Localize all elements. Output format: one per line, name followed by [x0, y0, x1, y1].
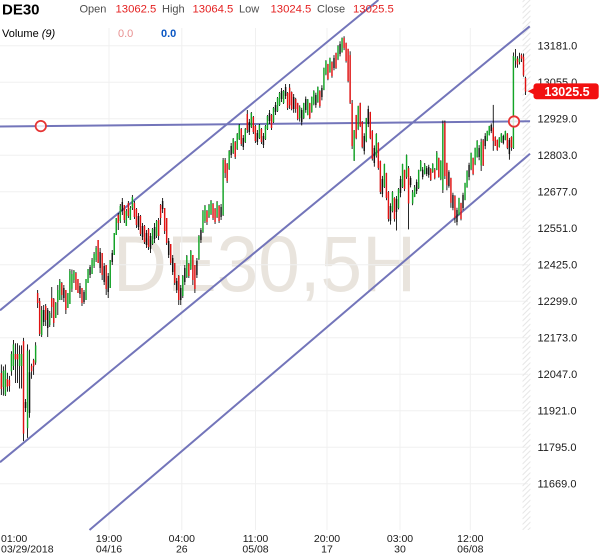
svg-text:04:00: 04:00: [169, 533, 195, 545]
svg-text:12677.0: 12677.0: [538, 187, 578, 199]
svg-text:17: 17: [321, 543, 333, 555]
svg-text:05/08: 05/08: [242, 543, 268, 555]
svg-text:01:00: 01:00: [1, 533, 27, 545]
svg-text:11669.0: 11669.0: [538, 479, 577, 491]
svg-text:04/16: 04/16: [96, 543, 122, 555]
svg-text:06/08: 06/08: [457, 543, 483, 555]
svg-text:12929.0: 12929.0: [538, 114, 578, 126]
svg-text:Volume (9): Volume (9): [2, 28, 56, 40]
svg-text:Close: Close: [317, 4, 345, 16]
svg-text:High: High: [162, 4, 185, 16]
svg-text:0.0: 0.0: [118, 28, 133, 40]
svg-text:11:00: 11:00: [243, 533, 269, 545]
svg-text:30: 30: [394, 543, 406, 555]
svg-text:12299.0: 12299.0: [538, 296, 578, 308]
svg-text:0.0: 0.0: [161, 28, 176, 40]
svg-text:Low: Low: [239, 4, 259, 16]
svg-text:26: 26: [176, 543, 188, 555]
svg-text:13181.0: 13181.0: [538, 41, 578, 53]
svg-text:13025.5: 13025.5: [544, 85, 589, 99]
svg-text:11921.0: 11921.0: [538, 406, 577, 418]
svg-text:12425.0: 12425.0: [538, 260, 578, 272]
svg-text:11795.0: 11795.0: [538, 442, 577, 454]
svg-text:13024.5: 13024.5: [271, 3, 312, 15]
svg-text:Open: Open: [80, 4, 107, 16]
svg-text:13062.5: 13062.5: [116, 3, 157, 15]
svg-text:12551.0: 12551.0: [538, 223, 578, 235]
svg-text:13064.5: 13064.5: [193, 3, 234, 15]
svg-text:12173.0: 12173.0: [538, 333, 578, 345]
svg-text:DE30: DE30: [2, 2, 40, 19]
svg-text:12047.0: 12047.0: [538, 369, 578, 381]
svg-text:20:00: 20:00: [314, 533, 340, 545]
svg-text:12:00: 12:00: [457, 533, 483, 545]
svg-text:03:00: 03:00: [387, 533, 413, 545]
svg-text:19:00: 19:00: [96, 533, 122, 545]
svg-text:13025.5: 13025.5: [353, 3, 394, 15]
svg-text:03/29/2018: 03/29/2018: [1, 543, 54, 555]
svg-text:12803.0: 12803.0: [538, 150, 578, 162]
